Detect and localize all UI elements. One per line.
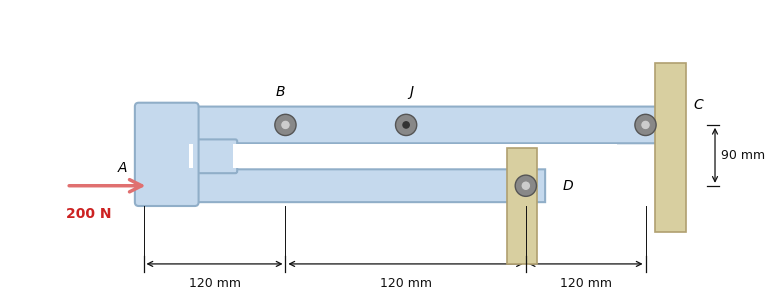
Text: 90 mm: 90 mm xyxy=(721,149,765,162)
Text: J: J xyxy=(409,85,413,99)
FancyBboxPatch shape xyxy=(153,107,663,143)
Circle shape xyxy=(280,120,290,130)
Text: 120 mm: 120 mm xyxy=(379,278,432,290)
Bar xyxy=(233,144,617,168)
Circle shape xyxy=(515,175,536,196)
Circle shape xyxy=(641,120,650,130)
Text: B: B xyxy=(276,85,286,99)
Bar xyxy=(507,148,538,264)
FancyBboxPatch shape xyxy=(187,169,545,202)
Circle shape xyxy=(521,181,531,191)
Text: 120 mm: 120 mm xyxy=(560,278,611,290)
Circle shape xyxy=(275,114,296,135)
Text: C: C xyxy=(694,98,703,112)
FancyBboxPatch shape xyxy=(185,139,237,173)
Text: 200 N: 200 N xyxy=(66,207,112,221)
Text: D: D xyxy=(562,179,573,193)
FancyBboxPatch shape xyxy=(135,103,199,206)
Circle shape xyxy=(635,114,656,135)
Circle shape xyxy=(402,121,410,129)
Text: A: A xyxy=(118,161,127,175)
Bar xyxy=(655,63,686,232)
Circle shape xyxy=(396,114,417,135)
Text: 120 mm: 120 mm xyxy=(188,278,240,290)
Bar xyxy=(189,144,193,168)
